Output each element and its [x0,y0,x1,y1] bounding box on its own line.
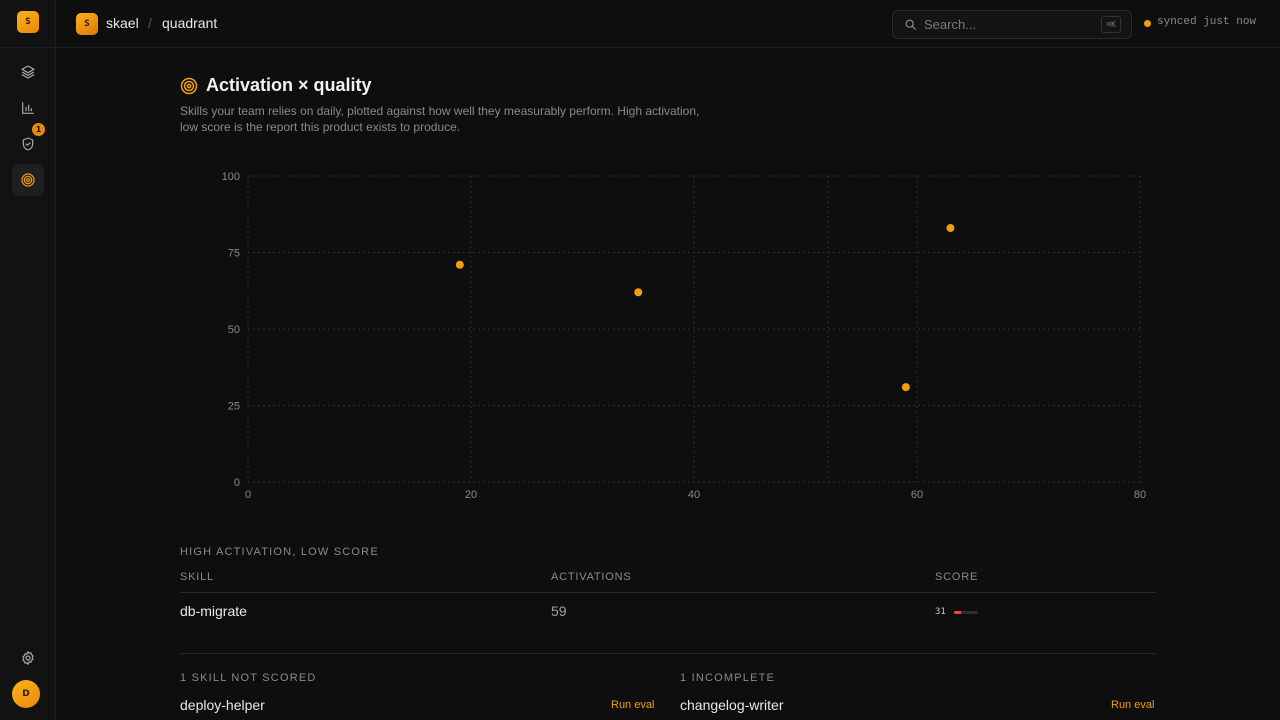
notification-badge: 1 [32,123,45,136]
x-tick-label: 60 [911,489,923,501]
sync-status-dot [1144,20,1151,27]
data-point [901,383,910,392]
list-item-incomplete[interactable]: changelog-writer [680,697,784,713]
nav-skills[interactable] [12,56,44,88]
shield-check-icon [22,137,34,151]
column-header-activations: ACTIVATIONS [551,571,632,583]
topbar: S skael / quadrant Search... ⌘K synced j… [56,0,1280,48]
org-logo[interactable]: S [76,13,98,35]
search-icon [905,19,916,30]
section-divider [180,653,1156,654]
search-placeholder: Search... [924,17,977,32]
table-row-score: 31 [935,607,946,617]
nav-analytics[interactable] [12,92,44,124]
section-label-not-scored: 1 SKILL NOT SCORED [180,672,317,684]
bar-chart-icon [22,102,34,114]
sidebar: S 1 D [0,0,56,720]
breadcrumb-separator: / [148,15,152,31]
gear-icon [22,651,34,665]
data-point [946,224,955,233]
x-tick-label: 0 [245,489,251,501]
run-eval-button[interactable]: Run eval [611,699,655,711]
target-icon [21,173,35,187]
column-header-skill: SKILL [180,571,214,583]
page-subtitle: Skills your team relies on daily, plotte… [180,104,700,134]
section-label-incomplete: 1 INCOMPLETE [680,672,776,684]
x-tick-label: 80 [1134,489,1146,501]
target-icon [180,77,198,95]
workspace-logo[interactable]: S [17,11,39,33]
score-bar-fill [954,611,962,614]
table-row-activations: 59 [551,603,567,619]
section-label-high-activation-low-score: HIGH ACTIVATION, LOW SCORE [180,546,379,558]
x-tick-label: 20 [465,489,477,501]
table-divider [180,592,1156,593]
y-tick-label: 25 [228,401,240,413]
nav-reviews[interactable]: 1 [12,123,45,160]
y-tick-label: 0 [234,477,240,489]
page-title: Activation × quality [206,75,372,95]
data-point [455,260,464,269]
x-tick-label: 40 [688,489,700,501]
list-item-not-scored[interactable]: deploy-helper [180,697,265,713]
sync-status: synced just now [1157,16,1257,28]
table-row-skill[interactable]: db-migrate [180,603,247,619]
nav-quadrant[interactable] [12,164,44,196]
user-avatar[interactable]: D [12,680,40,708]
column-header-score: SCORE [935,571,979,583]
breadcrumb-page: quadrant [162,15,218,31]
y-tick-label: 75 [228,248,240,260]
breadcrumb-org[interactable]: skael [106,15,139,31]
search-shortcut: ⌘K [1101,16,1121,33]
layers-icon [21,65,35,79]
settings-button[interactable] [12,642,44,674]
activation-quality-scatter-chart: 0 20 40 60 80 0 25 50 75 100 [222,171,1146,501]
search-input[interactable]: Search... ⌘K [892,10,1132,39]
score-bar [954,611,978,614]
data-point [634,288,643,297]
sidebar-divider [0,47,56,48]
run-eval-button[interactable]: Run eval [1111,699,1155,711]
y-tick-label: 50 [228,324,240,336]
y-tick-label: 100 [222,171,240,183]
